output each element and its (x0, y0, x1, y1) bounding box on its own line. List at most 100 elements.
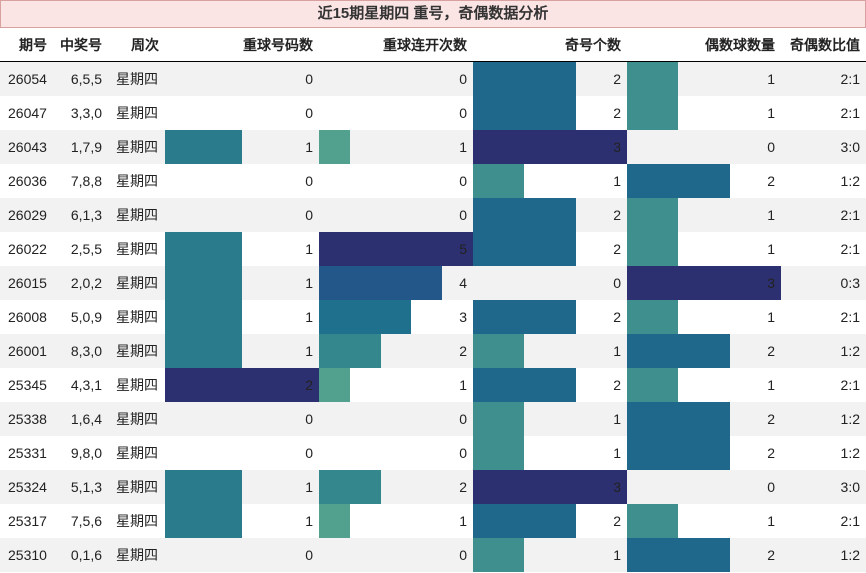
column-header: 周次 (131, 37, 159, 53)
cell-text: 星期四 (116, 207, 158, 223)
data-bar (473, 538, 525, 572)
cell-text: 星期四 (116, 71, 158, 87)
data-bar (627, 164, 730, 198)
cell-text: 1 (767, 105, 775, 121)
cell-text: 25310 (8, 547, 47, 563)
cell-text: 1 (767, 71, 775, 87)
data-bar (627, 368, 679, 402)
cell-text: 0 (459, 105, 467, 121)
cell-text: 3 (459, 309, 467, 325)
cell-text: 星期四 (116, 547, 158, 563)
data-bar (473, 402, 525, 436)
cell-text: 星期四 (116, 309, 158, 325)
cell-text: 1 (613, 411, 621, 427)
data-bar (319, 300, 412, 334)
cell-text: 25324 (8, 479, 47, 495)
cell-text: 1:2 (840, 343, 860, 359)
cell-text: 2:1 (840, 309, 860, 325)
data-bar (473, 164, 525, 198)
data-bar (319, 266, 443, 300)
cell-text: 2 (767, 411, 775, 427)
cell-text: 1 (767, 513, 775, 529)
cell-text: 3 (613, 479, 621, 495)
cell-text: 2 (459, 343, 467, 359)
cell-text: 星期四 (116, 105, 158, 121)
cell-text: 1 (459, 377, 467, 393)
cell-text: 5,0,9 (70, 309, 102, 325)
data-bar (319, 504, 350, 538)
cell-text: 星期四 (116, 173, 158, 189)
data-bar (627, 198, 679, 232)
data-bar (165, 232, 242, 266)
cell-text: 8,3,0 (70, 343, 102, 359)
data-bar (319, 334, 381, 368)
cell-text: 1 (305, 343, 313, 359)
cell-text: 1,7,9 (70, 139, 102, 155)
data-bar (165, 504, 242, 538)
data-bar (473, 198, 576, 232)
cell-text: 2:1 (840, 377, 860, 393)
cell-text: 0 (305, 173, 313, 189)
data-bar (165, 300, 242, 334)
cell-text: 3 (613, 139, 621, 155)
column-header: 奇号个数 (565, 37, 621, 53)
cell-text: 0 (305, 105, 313, 121)
cell-text: 2:1 (840, 207, 860, 223)
cell-text: 7,8,8 (70, 173, 102, 189)
cell-text: 3:0 (840, 139, 860, 155)
cell-text: 1 (305, 241, 313, 257)
data-bar (473, 130, 627, 164)
cell-text: 1 (767, 377, 775, 393)
cell-text: 2 (613, 105, 621, 121)
cell-text: 1 (613, 445, 621, 461)
data-bar (165, 470, 242, 504)
cell-text: 1:2 (840, 547, 860, 563)
cell-text: 0 (305, 445, 313, 461)
cell-text: 星期四 (116, 479, 158, 495)
data-bar (627, 62, 679, 96)
column-header: 重球连开次数 (383, 37, 467, 53)
cell-text: 5 (459, 241, 467, 257)
cell-text: 25345 (8, 377, 47, 393)
cell-text: 0 (305, 71, 313, 87)
data-bar (627, 266, 781, 300)
column-header: 期号 (19, 37, 47, 53)
row-stripe (0, 198, 866, 232)
cell-text: 星期四 (116, 241, 158, 257)
cell-text: 1 (305, 479, 313, 495)
cell-text: 1 (305, 275, 313, 291)
data-bar (473, 470, 627, 504)
cell-text: 3,3,0 (70, 105, 102, 121)
cell-text: 2 (767, 445, 775, 461)
cell-text: 2 (613, 71, 621, 87)
cell-text: 0 (613, 275, 621, 291)
cell-text: 2 (613, 377, 621, 393)
data-bar (319, 470, 381, 504)
cell-text: 26043 (8, 139, 47, 155)
cell-text: 26047 (8, 105, 47, 121)
cell-text: 星期四 (116, 513, 158, 529)
cell-text: 1 (767, 241, 775, 257)
cell-text: 2:1 (840, 241, 860, 257)
cell-text: 0 (459, 445, 467, 461)
column-header: 奇偶数比值 (790, 37, 860, 53)
cell-text: 星期四 (116, 445, 158, 461)
cell-text: 0 (459, 173, 467, 189)
data-bar (627, 402, 730, 436)
cell-text: 0 (459, 547, 467, 563)
cell-text: 1:2 (840, 173, 860, 189)
cell-text: 0:3 (840, 275, 860, 291)
cell-text: 2:1 (840, 71, 860, 87)
cell-text: 0 (305, 547, 313, 563)
cell-text: 26022 (8, 241, 47, 257)
cell-text: 3:0 (840, 479, 860, 495)
cell-text: 2 (459, 479, 467, 495)
cell-text: 4 (459, 275, 467, 291)
cell-text: 26036 (8, 173, 47, 189)
cell-text: 6,5,5 (70, 71, 102, 87)
cell-text: 6,1,3 (70, 207, 102, 223)
data-bar (473, 368, 576, 402)
cell-text: 2:1 (840, 513, 860, 529)
data-bar (473, 62, 576, 96)
